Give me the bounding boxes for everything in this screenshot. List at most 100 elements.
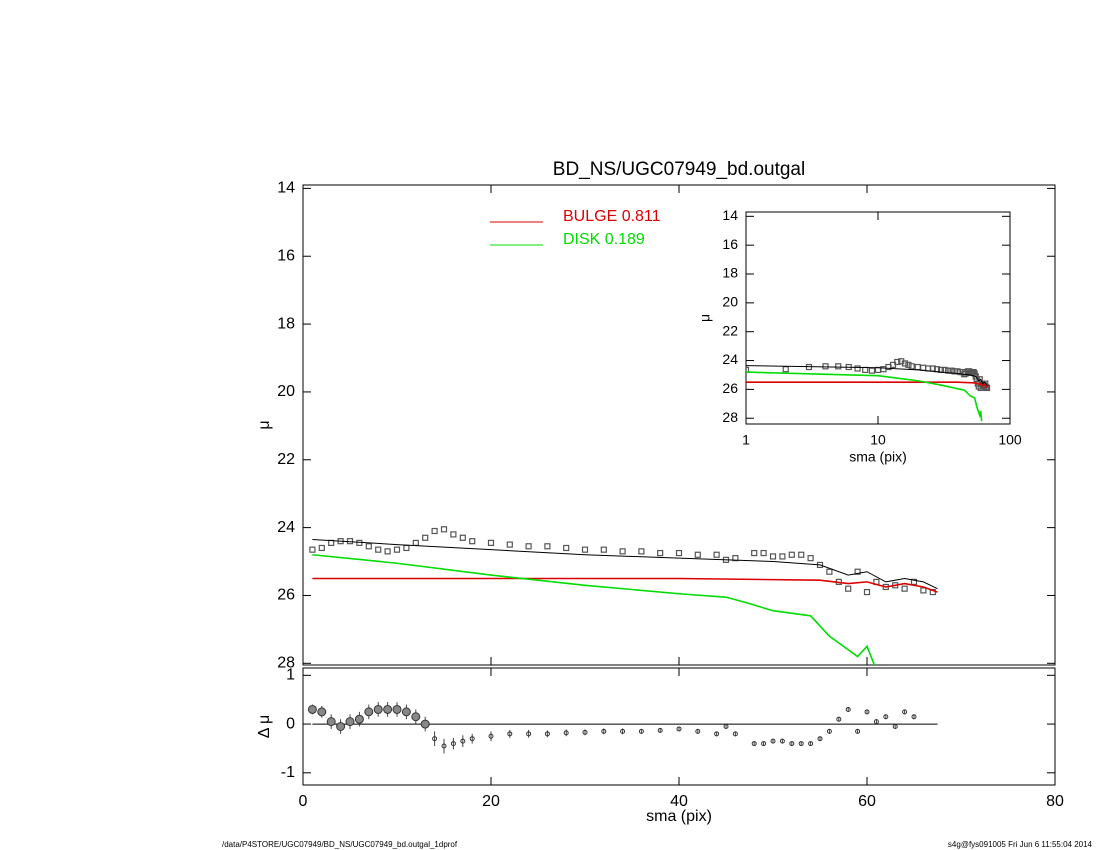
data-point <box>403 544 410 552</box>
series-group <box>312 538 938 590</box>
y-tick-label: 24 <box>722 351 738 367</box>
data-point <box>905 361 912 368</box>
data-point <box>450 531 457 538</box>
residual-point <box>601 728 607 734</box>
data-point <box>835 363 842 370</box>
data-point <box>914 363 921 371</box>
series-line <box>746 365 988 387</box>
residual-point <box>401 707 411 717</box>
data-point <box>822 363 829 370</box>
residual-point <box>420 719 430 729</box>
residual-point <box>620 728 626 734</box>
data-point <box>779 553 786 560</box>
y-tick-label: 22 <box>722 322 738 338</box>
data-point <box>375 546 382 553</box>
y-tick-label: 28 <box>722 409 738 425</box>
legend-label: BULGE 0.811 <box>563 208 661 225</box>
data-point <box>431 527 438 535</box>
residual-point <box>392 704 402 714</box>
series-group <box>312 553 876 665</box>
y-tick-label: 28 <box>277 655 295 672</box>
series-group <box>309 526 936 596</box>
y-tick-label: -1 <box>281 764 295 781</box>
residual-point <box>808 741 814 747</box>
data-point <box>600 546 607 553</box>
data-point <box>826 568 833 575</box>
data-point <box>694 551 701 558</box>
residual-point <box>836 716 842 722</box>
data-point <box>868 367 876 374</box>
data-point <box>713 551 720 558</box>
data-point <box>908 363 915 370</box>
x-axis-label: sma (pix) <box>849 449 907 465</box>
data-point <box>544 543 551 550</box>
y-tick-label: 18 <box>277 315 295 332</box>
x-tick-label: 80 <box>1046 793 1064 810</box>
data-point <box>657 549 664 557</box>
x-tick-label: 60 <box>858 793 876 810</box>
data-point <box>393 546 401 553</box>
residual-point <box>892 724 898 729</box>
residual-point <box>902 709 908 715</box>
y-tick-label: 0 <box>286 715 295 732</box>
y-axis-label: Δ μ <box>256 715 273 738</box>
series-line <box>746 381 989 389</box>
series-group <box>312 577 938 593</box>
data-point <box>901 360 909 367</box>
footer-right: s4g@fys091005 Fri Jun 6 11:55:04 2014 <box>948 840 1093 849</box>
data-point <box>798 551 805 558</box>
y-tick-label: 22 <box>277 451 295 468</box>
data-point <box>807 555 814 562</box>
residual-point <box>638 728 644 734</box>
data-point <box>782 366 789 373</box>
residual-point <box>657 727 663 733</box>
series-line <box>746 371 983 422</box>
data-point <box>675 549 683 557</box>
plot-frame <box>745 211 1011 425</box>
residual-point <box>883 714 889 720</box>
residual-point <box>488 733 494 739</box>
x-tick-label: 1 <box>742 432 750 448</box>
residual-point <box>432 736 438 742</box>
x-tick-label: 20 <box>482 793 500 810</box>
residual-point <box>714 731 720 737</box>
x-tick-label: 10 <box>870 432 886 448</box>
footer-left: /data/P4STORE/UGC07949/BD_NS/UGC07949_bd… <box>222 840 458 849</box>
residual-point <box>450 741 456 747</box>
y-tick-label: 16 <box>722 236 738 252</box>
residual-point <box>911 714 917 720</box>
data-point <box>563 544 570 552</box>
y-tick-label: 1 <box>286 667 295 684</box>
data-point <box>318 544 325 552</box>
residual-point <box>761 741 767 747</box>
residual-point <box>789 741 795 747</box>
residual-point <box>373 704 383 714</box>
data-point <box>760 549 767 557</box>
residual-point <box>364 707 374 717</box>
residual-point <box>411 712 421 722</box>
series-line <box>312 577 938 593</box>
data-point <box>769 553 777 560</box>
chart-title: BD_NS/UGC07949_bd.outgal <box>553 159 805 180</box>
data-point <box>920 587 927 594</box>
data-point <box>854 365 861 372</box>
residual-point <box>695 728 701 734</box>
y-tick-label: 16 <box>277 247 295 264</box>
residual-point <box>526 731 532 737</box>
series-group <box>746 365 988 387</box>
residual-point <box>770 738 776 744</box>
residual-point <box>855 728 861 734</box>
y-tick-label: 26 <box>722 380 738 396</box>
y-tick-label: 20 <box>277 383 295 400</box>
series-group <box>746 371 983 422</box>
x-tick-label: 0 <box>299 793 308 810</box>
data-point <box>901 585 908 592</box>
residual-point <box>307 704 317 714</box>
data-point <box>854 568 861 575</box>
data-point <box>384 548 391 555</box>
residual-point <box>582 729 588 735</box>
data-point <box>309 546 316 553</box>
residual-point <box>732 731 738 737</box>
data-point <box>440 526 448 533</box>
